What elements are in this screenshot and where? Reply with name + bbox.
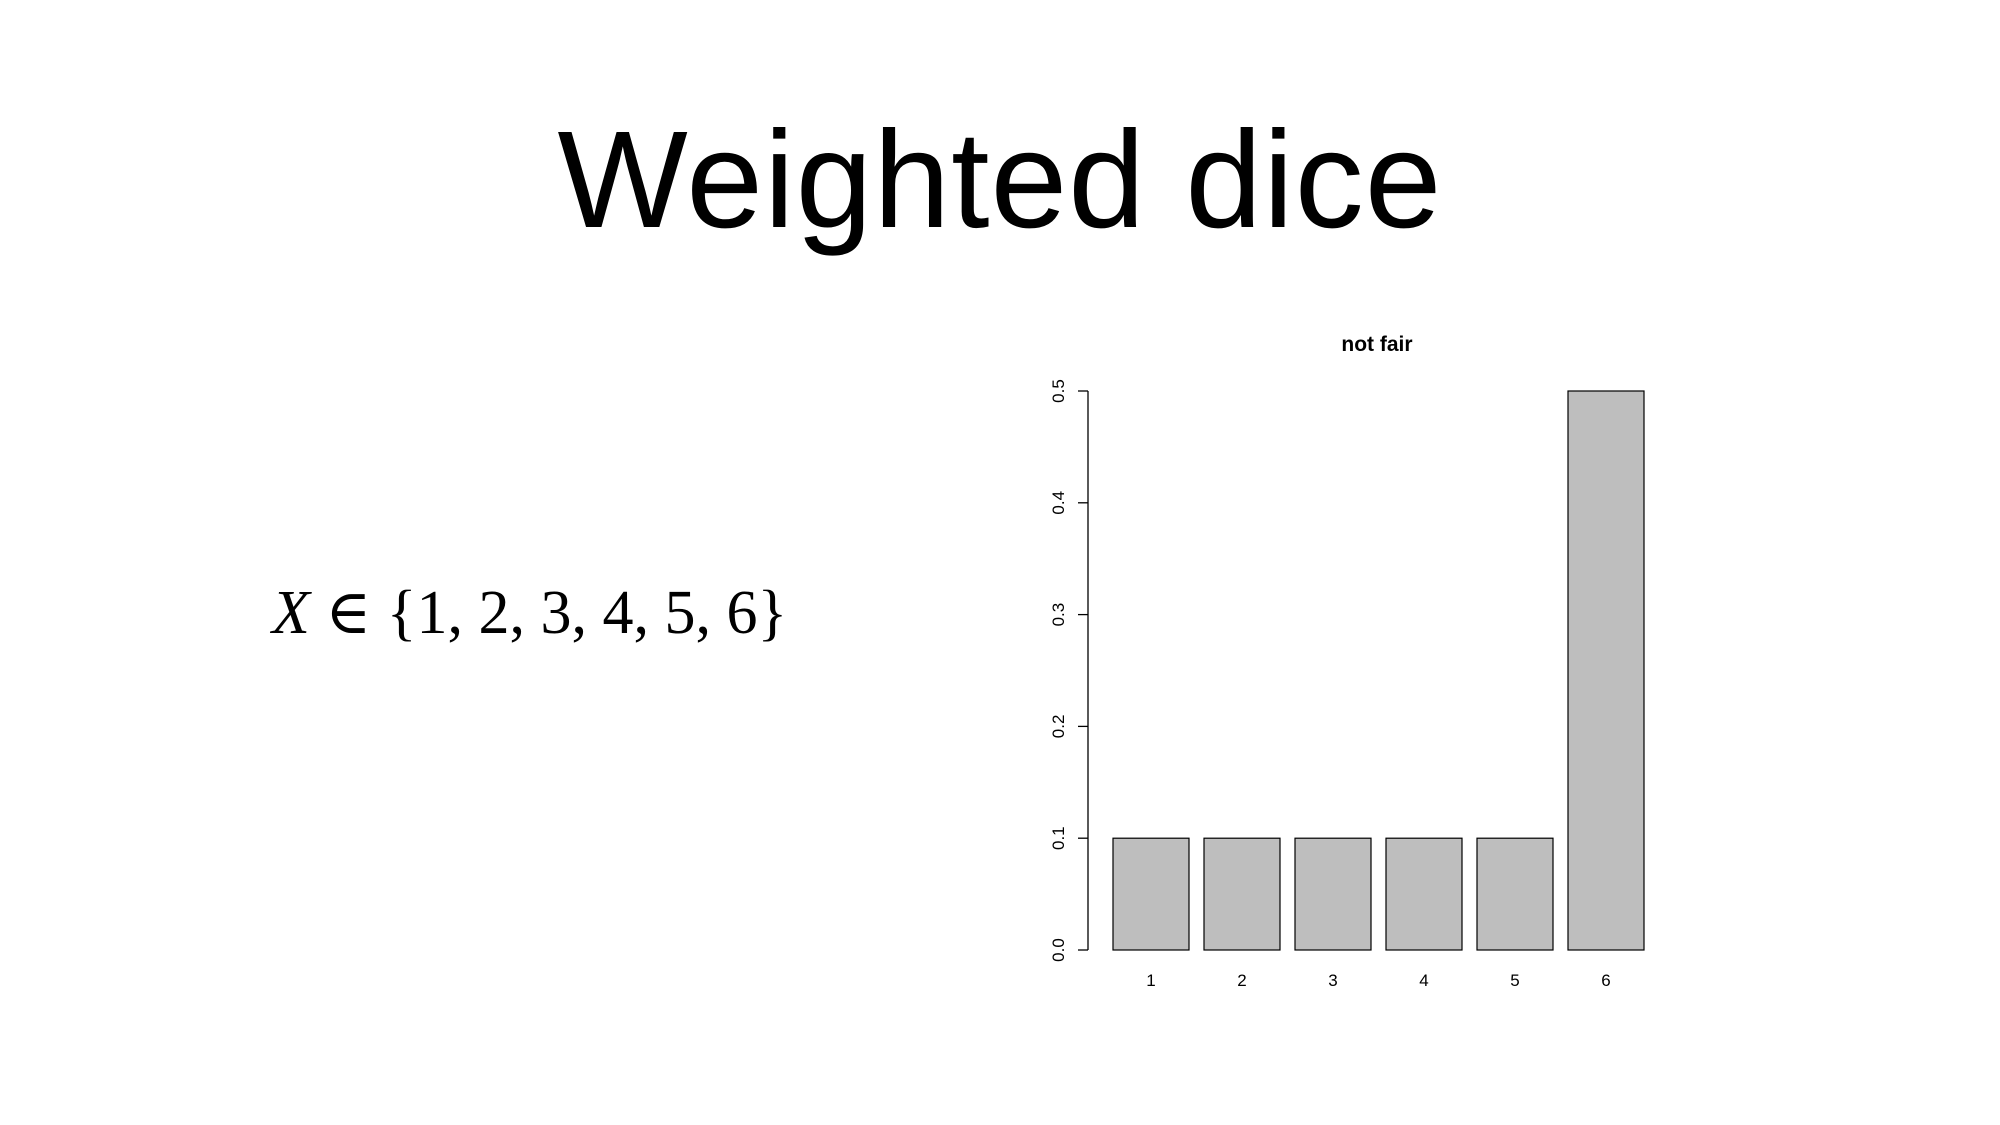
x-tick-label: 5 (1510, 971, 1519, 990)
bar (1112, 837, 1190, 951)
bar (1203, 837, 1281, 951)
formula-set: {1, 2, 3, 4, 5, 6} (386, 579, 788, 647)
y-tick-label: 0.4 (1049, 491, 1068, 515)
y-tick-label: 0.3 (1049, 603, 1068, 627)
bar (1385, 837, 1463, 951)
bar (1567, 390, 1645, 951)
chart-svg: not fair 0.0 0.1 0.2 0.3 0.4 0.5 1 2 3 4 5 6 (1049, 333, 1645, 990)
bar-chart: not fair 0.0 0.1 0.2 0.3 0.4 0.5 1 2 3 4 5 6 (1030, 320, 1710, 1020)
bar (1294, 837, 1372, 951)
slide-title: Weighted dice (557, 103, 1443, 257)
y-tick-label: 0.1 (1049, 826, 1068, 850)
set-formula: X ∈ {1, 2, 3, 4, 5, 6} (272, 568, 787, 658)
chart-title: not fair (1341, 333, 1412, 356)
y-tick-label: 0.2 (1049, 715, 1068, 739)
x-tick-label: 3 (1328, 971, 1337, 990)
formula-variable: X (272, 579, 310, 647)
y-tick-label: 0.0 (1049, 938, 1068, 962)
formula-relation: ∈ (325, 579, 372, 647)
x-tick-label: 1 (1146, 971, 1155, 990)
x-tick-label: 6 (1601, 971, 1610, 990)
x-tick-label: 2 (1237, 971, 1246, 990)
y-tick-label: 0.5 (1049, 379, 1068, 403)
x-tick-label: 4 (1419, 971, 1428, 990)
bars (1112, 390, 1645, 951)
x-tick-labels: 1 2 3 4 5 6 (1146, 971, 1610, 990)
y-axis: 0.0 0.1 0.2 0.3 0.4 0.5 (1049, 379, 1089, 962)
bar (1476, 837, 1554, 951)
